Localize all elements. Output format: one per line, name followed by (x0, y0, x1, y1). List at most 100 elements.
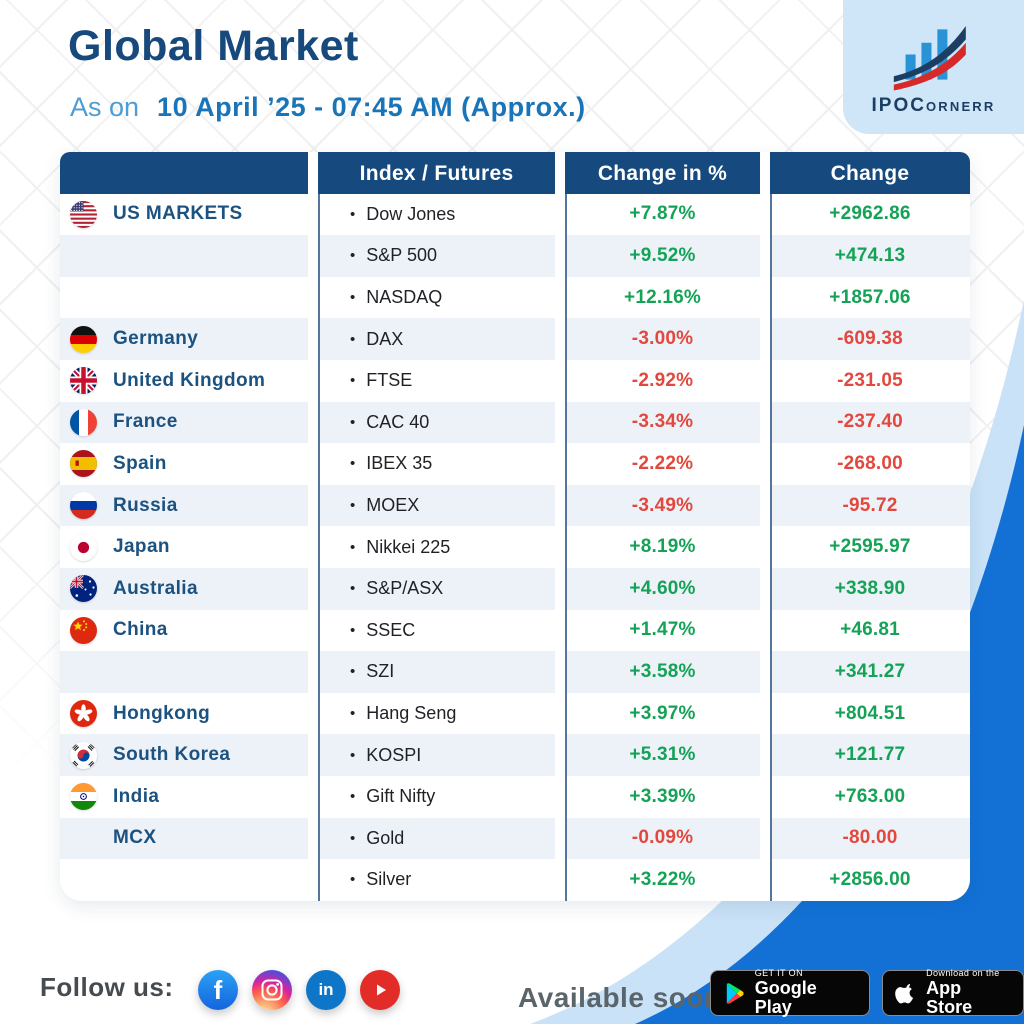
market-cell-spain: Spain (60, 443, 308, 485)
in-flag-icon (70, 783, 97, 811)
bullet-icon: • (350, 621, 356, 639)
facebook-icon[interactable]: f (198, 970, 238, 1010)
change-value: +1857.06 (770, 276, 970, 319)
change-value: -609.38 (770, 318, 970, 360)
change-value: +2856.00 (770, 859, 970, 901)
index-cell: • KOSPI (318, 734, 555, 776)
market-table: Index / Futures Change in % Change US MA… (60, 152, 970, 901)
follow-us-label: Follow us: (40, 972, 174, 1002)
index-name: NASDAQ (366, 287, 443, 308)
index-name: Gift Nifty (366, 786, 436, 807)
index-cell: • Gift Nifty (318, 775, 555, 818)
bullet-icon: • (350, 705, 356, 723)
market-label: South Korea (113, 744, 231, 766)
index-cell: • S&P/ASX (318, 567, 555, 610)
change-pct-value: +5.31% (565, 734, 760, 776)
market-label: United Kingdom (113, 369, 266, 391)
app-store-name: App Store (926, 977, 973, 1017)
market-label: Spain (113, 452, 167, 474)
bullet-icon: • (350, 497, 356, 515)
kr-flag-icon (70, 741, 97, 769)
change-value: +2595.97 (770, 526, 970, 568)
change-pct-value: +9.52% (565, 235, 760, 277)
market-cell-australia: Australia (60, 567, 308, 610)
de-flag-icon (70, 325, 97, 353)
change-value: -237.40 (770, 401, 970, 444)
google-play-tagline: GET IT ON (754, 968, 803, 979)
youtube-icon[interactable] (360, 970, 400, 1010)
change-value: -95.72 (770, 484, 970, 527)
market-cell-row-3 (60, 276, 308, 319)
change-value: -231.05 (770, 359, 970, 402)
bullet-icon: • (350, 663, 356, 681)
app-store-badge[interactable]: Download on the App Store (882, 968, 1024, 1017)
change-pct-value: +3.97% (565, 692, 760, 735)
market-label: Hongkong (113, 702, 211, 724)
index-name: DAX (366, 328, 404, 349)
index-name: S&P/ASX (366, 578, 444, 599)
index-name: MOEX (366, 495, 420, 516)
apple-icon (895, 984, 914, 1004)
google-play-name: Google Play (754, 977, 817, 1017)
change-value: +338.90 (770, 567, 970, 610)
market-label: China (113, 619, 168, 641)
index-cell: • DAX (318, 318, 555, 360)
us-flag-icon (70, 200, 97, 228)
bullet-icon: • (350, 413, 356, 431)
cn-flag-icon (70, 616, 97, 644)
market-label: Japan (113, 536, 170, 558)
change-pct-value: +3.58% (565, 651, 760, 693)
instagram-icon[interactable] (252, 970, 292, 1010)
jp-flag-icon (70, 533, 97, 561)
column-header-market (60, 152, 308, 198)
bullet-icon: • (350, 829, 356, 847)
bullet-icon: • (350, 455, 356, 473)
bullet-icon: • (350, 247, 356, 265)
change-value: +763.00 (770, 775, 970, 818)
linkedin-icon[interactable]: in (306, 970, 346, 1010)
change-pct-value: -3.00% (565, 318, 760, 360)
bullet-icon: • (350, 580, 356, 598)
au-flag-icon (70, 575, 97, 603)
index-cell: • SSEC (318, 609, 555, 652)
change-pct-value: +3.39% (565, 775, 760, 818)
market-cell-japan: Japan (60, 526, 308, 568)
change-pct-value: -3.49% (565, 484, 760, 527)
index-name: CAC 40 (366, 411, 430, 432)
index-cell: • Silver (318, 859, 555, 901)
change-pct-value: +12.16% (565, 276, 760, 319)
as-on-label: As on (70, 92, 140, 122)
social-icons: f in (198, 970, 400, 1010)
market-cell-row-12 (60, 651, 308, 693)
store-badges: GET IT ON Google Play Download on the App … (710, 968, 1024, 1017)
market-label: Russia (113, 494, 178, 516)
page-title: Global Market (68, 22, 359, 70)
index-name: FTSE (366, 370, 413, 391)
column-header-index-futures: Index / Futures (318, 152, 555, 198)
change-pct-value: +3.22% (565, 859, 760, 901)
market-cell-united-kingdom: United Kingdom (60, 359, 308, 402)
market-cell-row-2 (60, 235, 308, 277)
market-label: MCX (113, 827, 157, 849)
index-cell: • Hang Seng (318, 692, 555, 735)
index-name: Dow Jones (366, 203, 456, 224)
market-label: India (113, 785, 160, 807)
market-label: Australia (113, 577, 198, 599)
es-flag-icon (70, 450, 97, 478)
index-cell: • SZI (318, 651, 555, 693)
google-play-badge[interactable]: GET IT ON Google Play (710, 968, 871, 1017)
page-subtitle: As on 10 April ’25 - 07:45 AM (Approx.) (70, 92, 586, 123)
change-value: +2962.86 (770, 193, 970, 236)
report-datetime: 10 April ’25 - 07:45 AM (Approx.) (157, 92, 586, 122)
app-store-tagline: Download on the (926, 968, 1000, 979)
market-cell-row-17 (60, 859, 308, 901)
change-pct-value: +1.47% (565, 609, 760, 652)
change-pct-value: +8.19% (565, 526, 760, 568)
index-name: Hang Seng (366, 703, 457, 724)
index-name: IBEX 35 (366, 453, 433, 474)
index-cell: • FTSE (318, 359, 555, 402)
market-cell-germany: Germany (60, 318, 308, 360)
change-value: +341.27 (770, 651, 970, 693)
column-header-change-pct: Change in % (565, 152, 760, 198)
change-pct-value: -0.09% (565, 817, 760, 860)
